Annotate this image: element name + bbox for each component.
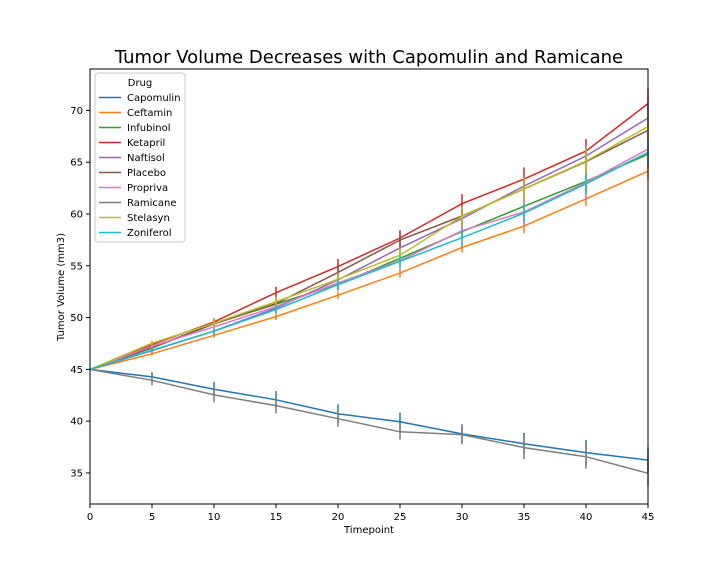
x-tick-label: 45 [642, 512, 655, 523]
axes-layer: 0 5 10 15 20 25 30 35 40 45 35 40 45 50 55 60 65 70 [70, 68, 655, 523]
y-tick-label: 50 [70, 313, 83, 324]
x-axis-label: Timepoint [343, 525, 394, 536]
legend-box [94, 72, 186, 243]
y-tick-label: 65 [70, 158, 83, 169]
legend-label-propriva: Propriva [127, 183, 168, 194]
series-line-propriva [89, 148, 649, 371]
x-tick-label: 5 [149, 512, 155, 523]
x-tick-label: 0 [87, 512, 93, 523]
y-tick-label: 70 [70, 106, 83, 117]
series-line-ceftamin [89, 170, 649, 371]
legend-items: Capomulin Ceftamin Infubinol Ketapril Naftis… [99, 93, 181, 239]
series-line-ramicane [89, 368, 649, 475]
y-tick-label: 35 [70, 468, 83, 479]
x-tick-label: 15 [270, 512, 283, 523]
plot-frame [89, 68, 649, 505]
series-line-zoniferol [89, 151, 649, 371]
y-tick-label: 45 [70, 365, 83, 376]
legend-label-naftisol: Naftisol [127, 153, 165, 164]
series-line-capomulin [89, 368, 649, 461]
y-tick-label: 40 [70, 417, 83, 428]
x-tick-label: 40 [580, 512, 593, 523]
legend: Drug Capomulin Ceftamin Infubinol Ketapril N… [94, 72, 186, 243]
y-tick-label: 55 [70, 261, 83, 272]
x-tick-label: 10 [208, 512, 221, 523]
y-tick-label: 60 [70, 210, 83, 221]
x-tick-label: 35 [518, 512, 531, 523]
legend-label-ramicane: Ramicane [127, 198, 177, 209]
legend-title: Drug [128, 78, 153, 89]
x-tick-label: 20 [332, 512, 345, 523]
legend-label-ceftamin: Ceftamin [127, 108, 172, 119]
y-axis-label: Tumor Volume (mm3) [56, 233, 67, 342]
legend-label-ketapril: Ketapril [127, 138, 165, 149]
x-tick-label: 30 [456, 512, 469, 523]
legend-label-capomulin: Capomulin [127, 93, 181, 104]
legend-label-zoniferol: Zoniferol [127, 228, 172, 239]
legend-label-placebo: Placebo [127, 168, 166, 179]
legend-label-stelasyn: Stelasyn [127, 213, 170, 224]
x-tick-label: 25 [394, 512, 407, 523]
legend-label-infubinol: Infubinol [127, 123, 171, 134]
chart-title: Tumor Volume Decreases with Capomulin an… [114, 47, 623, 68]
series-line-stelasyn [89, 125, 649, 371]
